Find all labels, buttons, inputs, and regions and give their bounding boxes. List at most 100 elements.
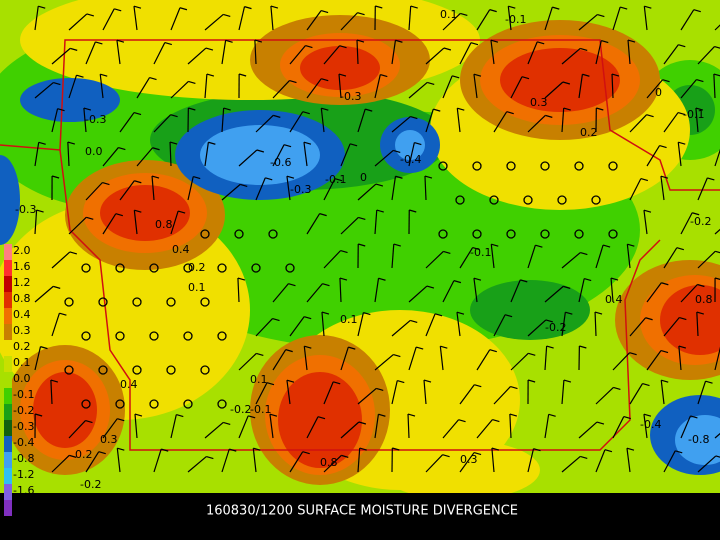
wind-barb — [170, 7, 181, 31]
wind-barb — [323, 178, 336, 201]
wind-barb-flag — [659, 144, 667, 149]
wind-barb — [357, 183, 377, 201]
wind-barb-flag — [86, 13, 95, 17]
wind-barb-flag — [358, 421, 367, 425]
contour-label: 0.1 — [188, 281, 206, 294]
wind-barb — [85, 451, 100, 473]
legend-swatch — [4, 292, 12, 308]
calm-marker — [472, 229, 482, 239]
wind-barb-flag — [504, 314, 513, 318]
wind-barb-flag — [623, 415, 631, 420]
wind-barb — [561, 455, 581, 473]
wind-barb — [85, 182, 103, 201]
wind-barb-flag — [510, 385, 518, 390]
contour-label: -0.2 — [690, 215, 711, 228]
wind-barb — [476, 419, 493, 439]
wind-barb-flag — [229, 448, 237, 452]
contour-label: -0.4 — [640, 418, 661, 431]
wind-barb-flag — [285, 349, 293, 353]
wind-barb-flag — [643, 413, 652, 417]
wind-barb-flag — [339, 277, 348, 281]
legend-label: 0.4 — [13, 308, 31, 321]
wind-barb — [627, 40, 631, 65]
wind-barb — [238, 149, 258, 167]
wind-barb-flag — [53, 285, 61, 289]
wind-barb-flag — [169, 141, 178, 145]
wind-glyphs — [34, 5, 720, 473]
wind-barb — [134, 414, 138, 439]
wind-barb-flag — [580, 455, 588, 460]
wind-barb-flag — [375, 5, 383, 9]
contour-label: 0.3 — [530, 96, 548, 109]
wind-barb-flag — [452, 75, 460, 79]
wind-barb-flag — [696, 79, 704, 83]
wind-barb-flag — [36, 209, 44, 213]
legend-label: 0.2 — [13, 340, 31, 353]
wind-barb — [473, 74, 478, 99]
wind-barb-flag — [602, 244, 611, 248]
wind-barb — [374, 414, 380, 439]
wind-barb-flag — [407, 413, 416, 417]
wind-barb-flag — [393, 243, 401, 247]
wind-barb — [697, 177, 708, 201]
wind-barb-flag — [193, 175, 201, 180]
wind-barb — [629, 383, 644, 405]
wind-barb — [493, 314, 506, 337]
legend-label: 0.8 — [13, 292, 31, 305]
wind-barb-flag — [256, 352, 264, 356]
wind-barb-flag — [660, 175, 669, 179]
wind-barb — [697, 381, 707, 405]
wind-barb — [561, 252, 581, 269]
wind-barb — [255, 318, 273, 337]
wind-barb-flag — [545, 319, 554, 323]
contour-label: 0.3 — [460, 453, 478, 466]
wind-barb — [442, 280, 455, 303]
legend-swatch — [4, 436, 12, 452]
contour-label: -0.1 — [683, 108, 704, 121]
calm-marker — [557, 195, 567, 205]
wind-barb — [578, 14, 598, 31]
contour-fill — [300, 46, 380, 90]
contour-fill — [100, 185, 190, 241]
wind-barb-flag — [426, 285, 435, 289]
wind-barb-flag — [164, 42, 172, 46]
calm-marker — [200, 229, 210, 239]
contour-label: -0.1 — [325, 173, 346, 186]
wind-barb-flag — [348, 346, 356, 350]
wind-barb — [408, 142, 415, 167]
wind-barb-flag — [179, 7, 188, 11]
contour-label: 0.4 — [605, 293, 623, 306]
contour-label: 0.1 — [250, 373, 268, 386]
legend-label: 0.0 — [13, 372, 31, 385]
contour-fill — [380, 440, 540, 493]
wind-barb-flag — [472, 247, 480, 251]
wind-barb — [660, 176, 665, 201]
wind-barb-flag — [677, 111, 686, 116]
wind-barb — [643, 414, 648, 439]
wind-barb-flag — [100, 73, 108, 77]
wind-barb — [68, 216, 87, 235]
contour-fill — [200, 125, 320, 185]
wind-barb-flag — [117, 447, 125, 451]
wind-barb-flag — [363, 312, 371, 316]
wind-barb — [255, 114, 274, 133]
wind-barb — [286, 176, 291, 201]
wind-barb-flag — [440, 345, 448, 349]
calm-marker — [489, 195, 499, 205]
wind-barb-flag — [697, 283, 705, 288]
wind-barb — [68, 75, 78, 99]
contour-label: -0.1 — [250, 403, 271, 416]
contour-labels: -0.3 0.0 -0.3 -0.1 0.1 0.3 0.2 0 -0.1 -0.6 -0.3 -0.… — [15, 8, 713, 491]
wind-barb — [680, 212, 693, 235]
wind-barb-flag — [270, 5, 279, 9]
wind-barb — [626, 448, 631, 473]
wind-barb-flag — [265, 177, 273, 181]
wind-barb — [544, 81, 564, 99]
wind-barb-flag — [376, 209, 384, 213]
calm-marker — [81, 263, 91, 273]
wind-barb-flag — [237, 277, 246, 281]
wind-barb — [459, 247, 474, 269]
contour-fill — [278, 372, 362, 468]
contour-fill — [660, 285, 720, 355]
wind-barb-flag — [508, 5, 516, 9]
